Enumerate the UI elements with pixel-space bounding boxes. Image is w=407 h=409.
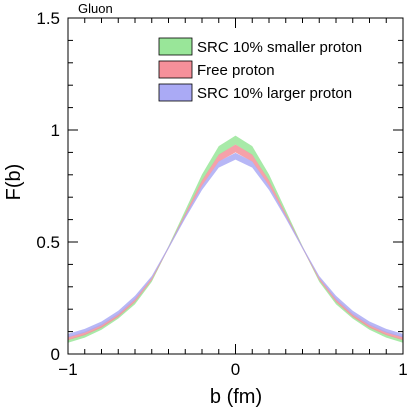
series-band-2 <box>68 152 403 338</box>
legend-label-0: SRC 10% smaller proton <box>197 39 362 56</box>
y-tick-label: 0 <box>51 345 60 364</box>
x-axis-title: b (fm) <box>210 386 262 408</box>
y-tick-label: 1 <box>51 121 60 140</box>
x-tick-label: 0 <box>231 360 240 379</box>
tick-labels-layer: −1 0 100.511.5 <box>36 9 407 379</box>
bands-layer <box>68 135 403 343</box>
x-tick-label: −1 <box>58 360 77 379</box>
y-tick-label: 1.5 <box>36 9 60 28</box>
y-tick-label: 0.5 <box>36 233 60 252</box>
y-axis-title: F(b) <box>3 164 25 201</box>
chart-title: Gluon <box>78 1 113 16</box>
legend-swatch-1 <box>158 60 193 79</box>
legend-label-2: SRC 10% larger proton <box>197 85 352 102</box>
legend-swatch-0 <box>158 37 193 56</box>
legend-label-1: Free proton <box>197 62 275 79</box>
ticks-layer <box>67 17 404 355</box>
legend-swatch-2 <box>158 83 193 102</box>
x-tick-label: 1 <box>398 360 407 379</box>
legend: SRC 10% smaller proton Free proton SRC 10%… <box>158 37 362 102</box>
